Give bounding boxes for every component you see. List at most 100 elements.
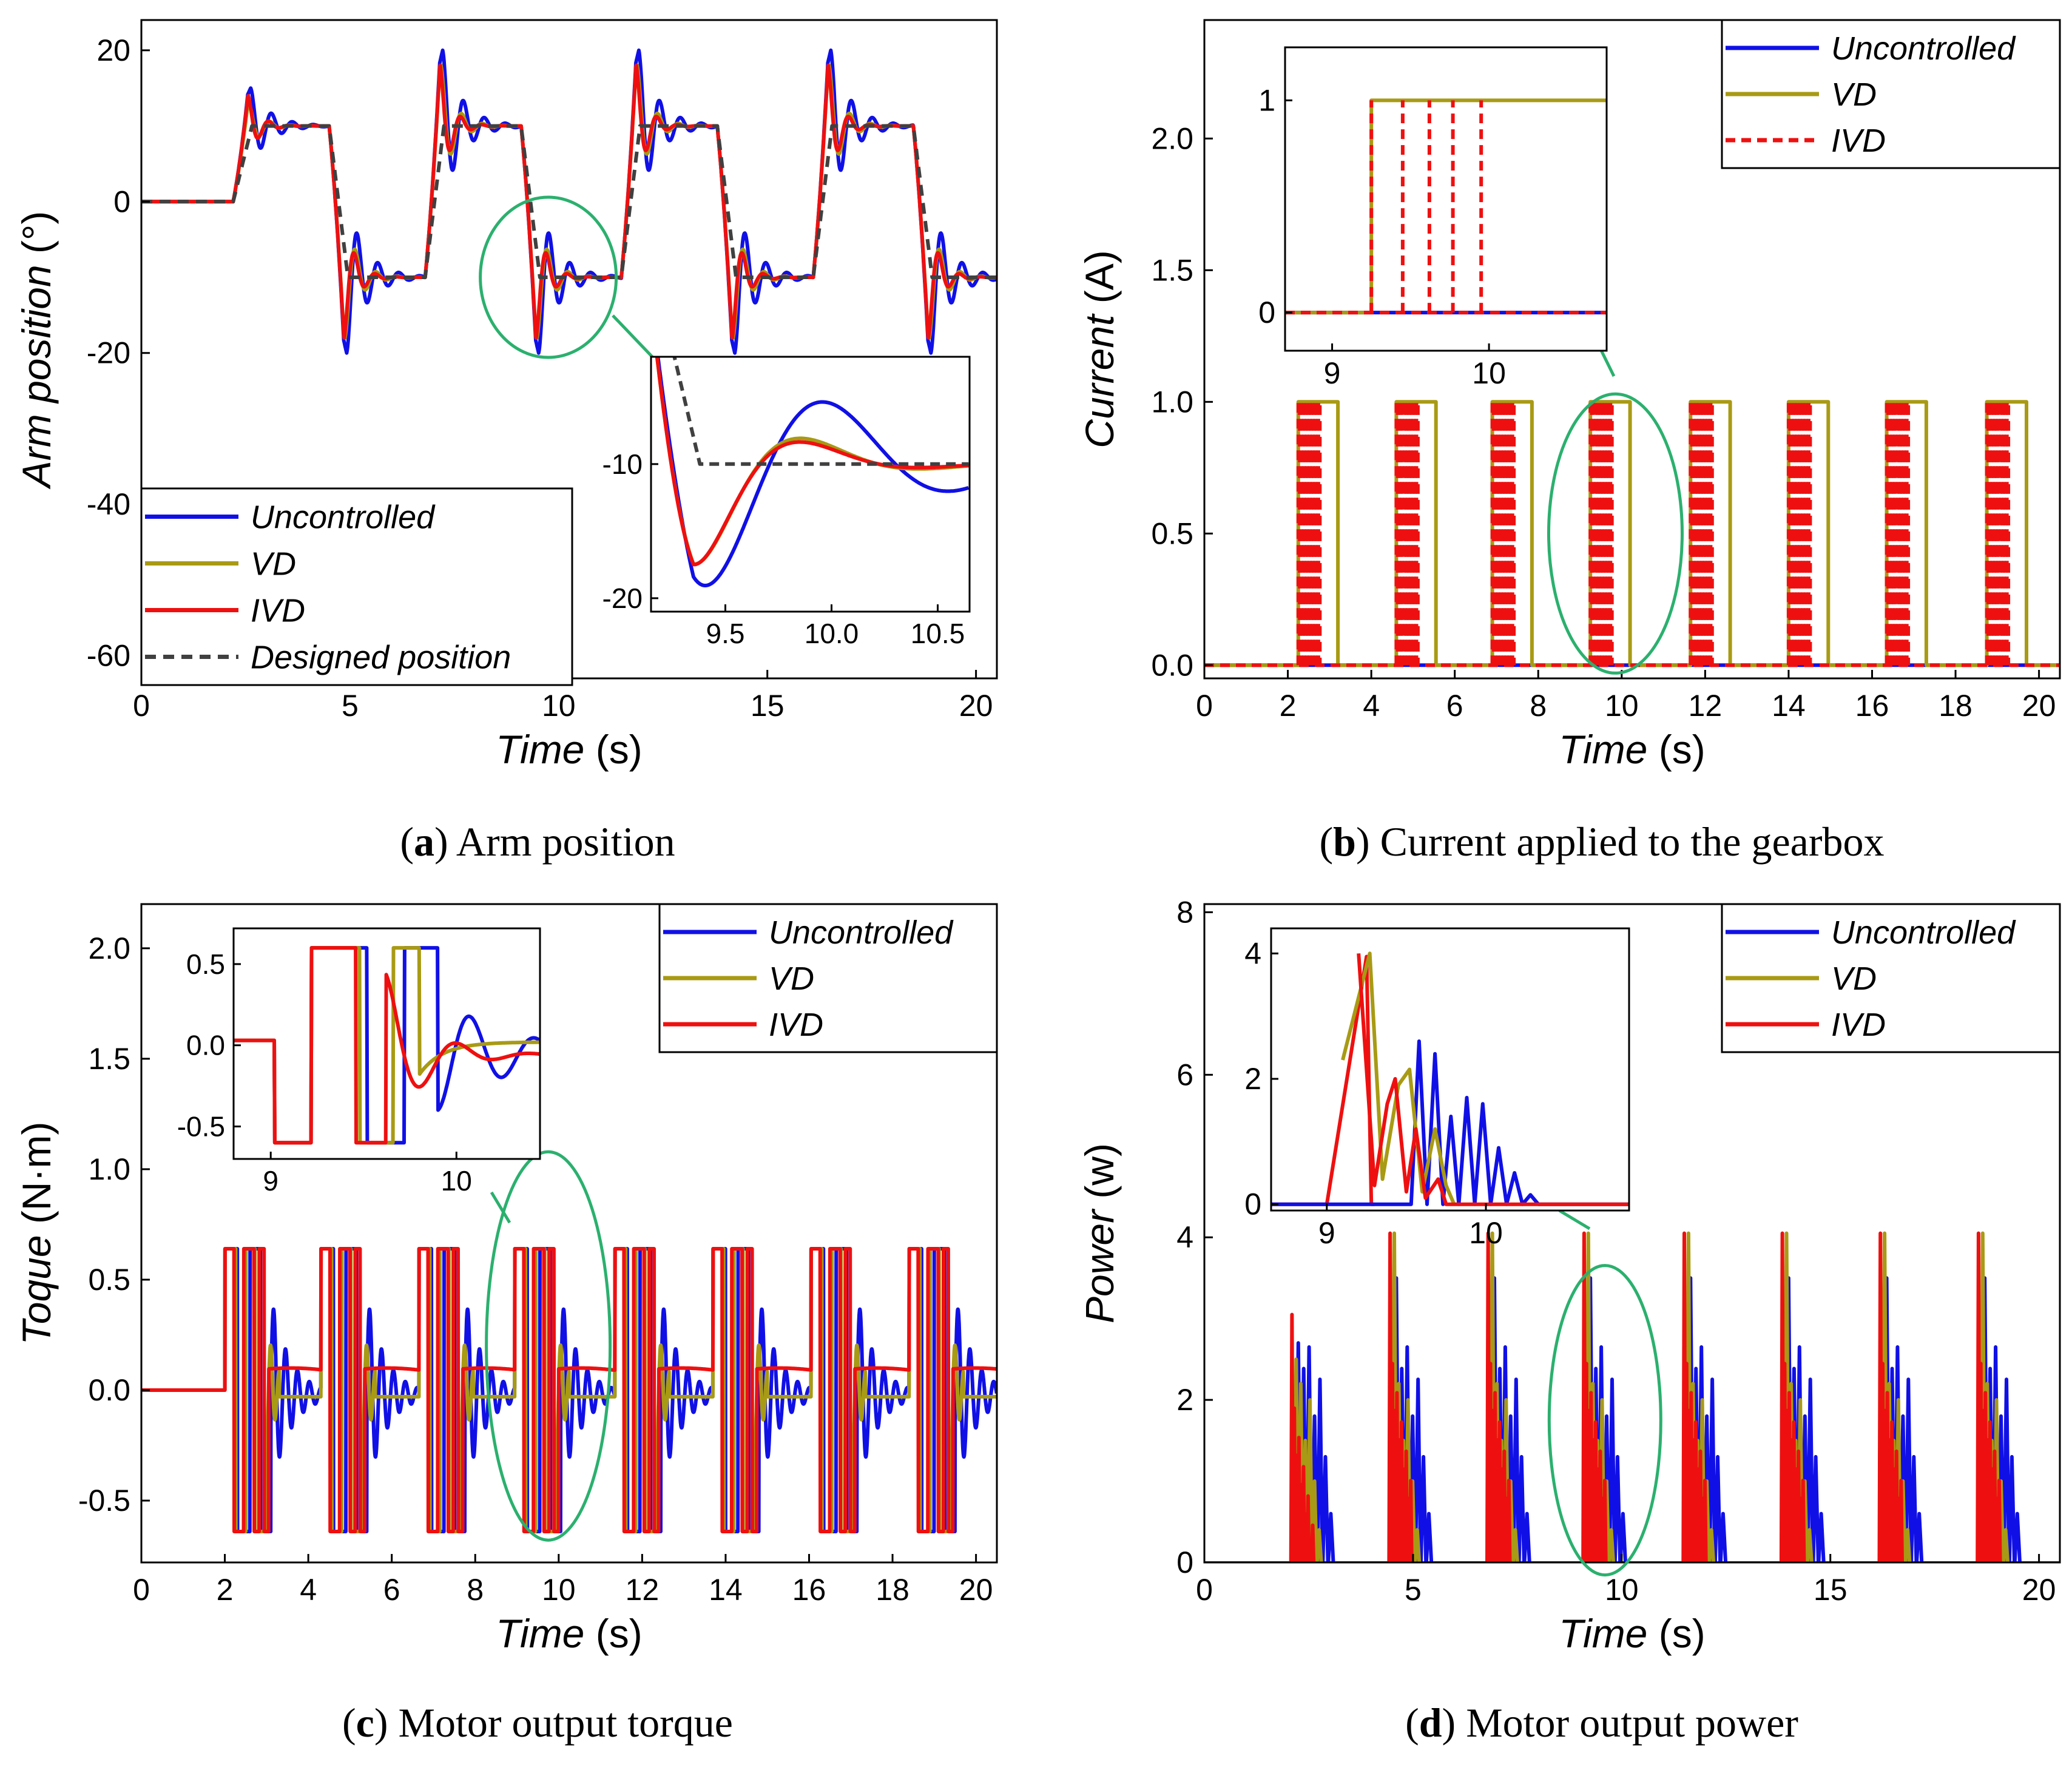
ivd-pulse	[1608, 400, 1614, 666]
y-tick-label: 1.5	[88, 1042, 130, 1076]
ivd-pulse	[1807, 400, 1812, 666]
inset-y-tick-label: -20	[602, 583, 643, 614]
x-tick-label: 8	[467, 1573, 484, 1607]
caption-text: Current applied to the gearbox	[1370, 819, 1885, 865]
clipped-layer	[1285, 98, 1607, 315]
x-tick-label: 20	[2022, 689, 2056, 723]
x-axis-label-italic: Time	[1559, 1611, 1647, 1656]
zoom-ellipse	[1547, 392, 1684, 675]
x-tick-label: 4	[1363, 689, 1380, 723]
inset-frame	[1284, 46, 1608, 352]
caption-paren: (	[400, 819, 414, 865]
inset-y-tick-label: 1	[1258, 83, 1275, 117]
zoom-ellipse	[479, 195, 618, 359]
x-tick-label: 12	[626, 1573, 660, 1607]
inset-frame	[650, 356, 971, 613]
x-axis-label: Time (s)	[1559, 1611, 1705, 1656]
y-tick-label: 0.0	[88, 1373, 130, 1407]
legend-label: VD	[769, 961, 814, 997]
y-tick-label: 1.5	[1151, 253, 1193, 287]
inset-series-uncontrolled	[656, 357, 970, 587]
y-tick-label: 0.5	[1151, 516, 1193, 550]
x-axis-label: Time (s)	[1559, 727, 1705, 772]
x-tick-label: 5	[342, 689, 359, 723]
inset-x-tick-label: 10	[441, 1165, 472, 1197]
caption-paren: )	[374, 1700, 388, 1746]
caption-text: Arm position	[448, 819, 675, 865]
x-tick-label: 10	[542, 1573, 576, 1607]
panel-caption: (d) Motor output power	[1405, 1700, 1798, 1746]
x-tick-label: 12	[1689, 689, 1723, 723]
plot-frame	[1203, 19, 2061, 680]
y-tick-label: 1.0	[88, 1152, 130, 1186]
y-tick-label: -20	[87, 336, 130, 370]
x-tick-label: 5	[1405, 1573, 1422, 1607]
y-tick-label: -60	[87, 639, 130, 673]
ivd-burst	[1581, 1231, 1608, 1562]
clipped-layer	[655, 357, 970, 587]
clipped-layer	[1204, 400, 2060, 667]
y-tick-label: 6	[1176, 1058, 1193, 1092]
y-tick-label: -40	[87, 487, 130, 521]
y-tick-label: 0.0	[1151, 648, 1193, 682]
x-tick-label: 20	[2022, 1573, 2056, 1607]
inset-series-designed-position	[672, 357, 970, 466]
legend-label: Uncontrolled	[251, 499, 436, 536]
zoom-leader	[612, 314, 653, 358]
clipped-layer	[1271, 951, 1629, 1206]
x-tick-label: 10	[542, 689, 576, 723]
ivd-pulse	[2005, 400, 2011, 666]
ivd-pulse	[1316, 400, 1322, 666]
y-tick-label: 2.0	[88, 931, 130, 965]
x-axis-label-italic: Time	[496, 1611, 584, 1656]
legend-label: IVD	[1831, 1007, 1886, 1043]
legend-label: VD	[251, 546, 296, 583]
x-axis-label: Time (s)	[496, 727, 642, 772]
inset-background	[1285, 47, 1607, 351]
inset-y-tick-label: 0	[1258, 296, 1275, 329]
plot-frame	[140, 903, 998, 1564]
inset-x-tick-label: 10	[1472, 356, 1506, 390]
x-axis-label-italic: Time	[496, 727, 584, 772]
caption-letter: a	[414, 819, 434, 865]
inset-x-tick-label: 9	[1318, 1216, 1335, 1250]
y-axis-label: Arm position (°)	[14, 211, 59, 490]
series-line-ivd	[141, 1247, 997, 1533]
y-axis-label-unit: (w)	[1077, 1143, 1122, 1210]
x-tick-label: 0	[133, 1573, 150, 1607]
clipped-layer	[141, 48, 997, 355]
legend-label: VD	[1831, 961, 1877, 997]
legend-label: VD	[1831, 76, 1877, 113]
y-tick-label: 2	[1176, 1383, 1193, 1417]
panel-a: 0 5 10 15 20 20 0 -20 -40 -60 Time (s) Arm position…	[14, 19, 998, 865]
y-tick-label: 8	[1176, 895, 1193, 929]
caption-letter: b	[1333, 819, 1356, 865]
x-tick-label: 15	[751, 689, 785, 723]
zoom-ellipse	[485, 1150, 612, 1542]
x-tick-label: 20	[959, 689, 993, 723]
x-tick-label: 2	[217, 1573, 234, 1607]
ivd-burst	[1877, 1231, 1904, 1562]
legend-label: Designed position	[251, 640, 511, 676]
inset-series-ivd	[234, 946, 540, 1145]
y-tick-label: 20	[96, 33, 130, 67]
caption-text: Motor output power	[1456, 1700, 1798, 1746]
x-axis-label-unit: (s)	[1647, 727, 1705, 772]
x-tick-label: 8	[1530, 689, 1547, 723]
inset-y-tick-label: -10	[602, 448, 643, 480]
x-tick-label: 18	[876, 1573, 909, 1607]
y-axis-label-unit: (A)	[1077, 250, 1122, 314]
y-axis-label-unit: (°)	[14, 211, 59, 265]
y-axis-label: Current (A)	[1077, 250, 1122, 448]
y-axis-label-unit: (N·m)	[14, 1121, 59, 1235]
panel-caption: (c) Motor output torque	[342, 1700, 733, 1746]
y-axis-label: Power (w)	[1077, 1143, 1122, 1323]
inset-x-tick-label: 10	[1469, 1216, 1503, 1250]
ivd-pulse	[1709, 400, 1714, 666]
legend-label: IVD	[769, 1007, 823, 1043]
x-tick-label: 10	[1605, 689, 1639, 723]
caption-paren: (	[1405, 1700, 1419, 1746]
panel-caption: (a) Arm position	[400, 819, 675, 865]
inset-y-tick-label: 2	[1244, 1062, 1261, 1096]
